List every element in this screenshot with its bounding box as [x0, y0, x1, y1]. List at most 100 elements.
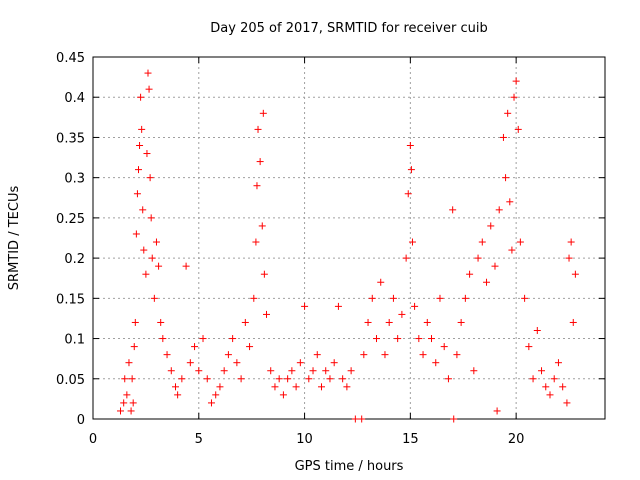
- data-point: [351, 415, 359, 423]
- grid: [93, 57, 605, 419]
- data-point: [554, 359, 562, 367]
- data-point: [174, 391, 182, 399]
- x-axis-title: GPS time / hours: [295, 459, 404, 474]
- data-point: [407, 166, 415, 174]
- data-points: [117, 69, 579, 423]
- data-point: [326, 375, 334, 383]
- data-point: [120, 399, 128, 407]
- data-point: [389, 294, 397, 302]
- data-point: [139, 206, 147, 214]
- data-point: [254, 125, 262, 133]
- y-tick-label: 0.35: [56, 131, 85, 146]
- data-point: [250, 294, 258, 302]
- data-point: [131, 318, 139, 326]
- data-point: [398, 310, 406, 318]
- data-point: [457, 318, 465, 326]
- data-point: [186, 359, 194, 367]
- data-point: [495, 206, 503, 214]
- data-point: [364, 318, 372, 326]
- data-point: [132, 230, 140, 238]
- data-point: [284, 375, 292, 383]
- data-point: [330, 359, 338, 367]
- data-point: [301, 302, 309, 310]
- data-point: [404, 190, 412, 198]
- data-point: [470, 367, 478, 375]
- data-point: [133, 190, 141, 198]
- x-tick-label: 0: [89, 432, 97, 447]
- data-point: [224, 351, 232, 359]
- y-tick-label: 0.25: [56, 212, 85, 227]
- data-point: [271, 383, 279, 391]
- data-point: [491, 262, 499, 270]
- data-point: [510, 93, 518, 101]
- x-tick-label: 15: [402, 432, 419, 447]
- data-point: [256, 158, 264, 166]
- data-point: [296, 359, 304, 367]
- data-point: [252, 238, 260, 246]
- data-point: [347, 367, 355, 375]
- data-point: [508, 246, 516, 254]
- data-point: [199, 335, 207, 343]
- data-point: [159, 335, 167, 343]
- data-point: [373, 335, 381, 343]
- data-point: [258, 222, 266, 230]
- x-tick-label: 20: [508, 432, 525, 447]
- data-point: [402, 254, 410, 262]
- data-point: [563, 399, 571, 407]
- data-point: [288, 367, 296, 375]
- y-tick-label: 0.3: [64, 172, 85, 187]
- data-point: [134, 166, 142, 174]
- data-point: [571, 270, 579, 278]
- data-point: [449, 206, 457, 214]
- data-point: [317, 383, 325, 391]
- data-point: [152, 238, 160, 246]
- data-point: [136, 141, 144, 149]
- data-point: [478, 238, 486, 246]
- data-point: [529, 375, 537, 383]
- data-point: [191, 343, 199, 351]
- data-point: [569, 318, 577, 326]
- data-point: [157, 318, 165, 326]
- data-point: [423, 318, 431, 326]
- data-point: [140, 246, 148, 254]
- data-point: [275, 375, 283, 383]
- data-point: [565, 254, 573, 262]
- data-point: [172, 383, 180, 391]
- data-point: [237, 375, 245, 383]
- data-point: [385, 318, 393, 326]
- data-point: [127, 407, 135, 415]
- data-point: [415, 335, 423, 343]
- data-point: [129, 399, 137, 407]
- y-tick-label: 0.15: [56, 292, 85, 307]
- data-point: [137, 93, 145, 101]
- data-point: [450, 415, 458, 423]
- data-point: [145, 85, 153, 93]
- data-point: [148, 254, 156, 262]
- data-point: [147, 214, 155, 222]
- data-point: [309, 367, 317, 375]
- data-point: [504, 109, 512, 117]
- data-point: [444, 375, 452, 383]
- data-point: [259, 109, 267, 117]
- data-point: [567, 238, 575, 246]
- data-point: [550, 375, 558, 383]
- plot-frame: [92, 56, 606, 420]
- data-point: [408, 238, 416, 246]
- data-point: [466, 270, 474, 278]
- data-point: [559, 383, 567, 391]
- x-tick-label: 10: [296, 432, 313, 447]
- data-point: [506, 198, 514, 206]
- data-point: [487, 222, 495, 230]
- data-point: [125, 359, 133, 367]
- data-point: [381, 351, 389, 359]
- data-point: [267, 367, 275, 375]
- y-tick-label: 0.4: [64, 91, 85, 106]
- data-point: [146, 174, 154, 182]
- data-point: [453, 351, 461, 359]
- data-point: [394, 335, 402, 343]
- data-point: [229, 335, 237, 343]
- data-point: [128, 375, 136, 383]
- data-point: [195, 367, 203, 375]
- data-point: [343, 383, 351, 391]
- data-point: [334, 302, 342, 310]
